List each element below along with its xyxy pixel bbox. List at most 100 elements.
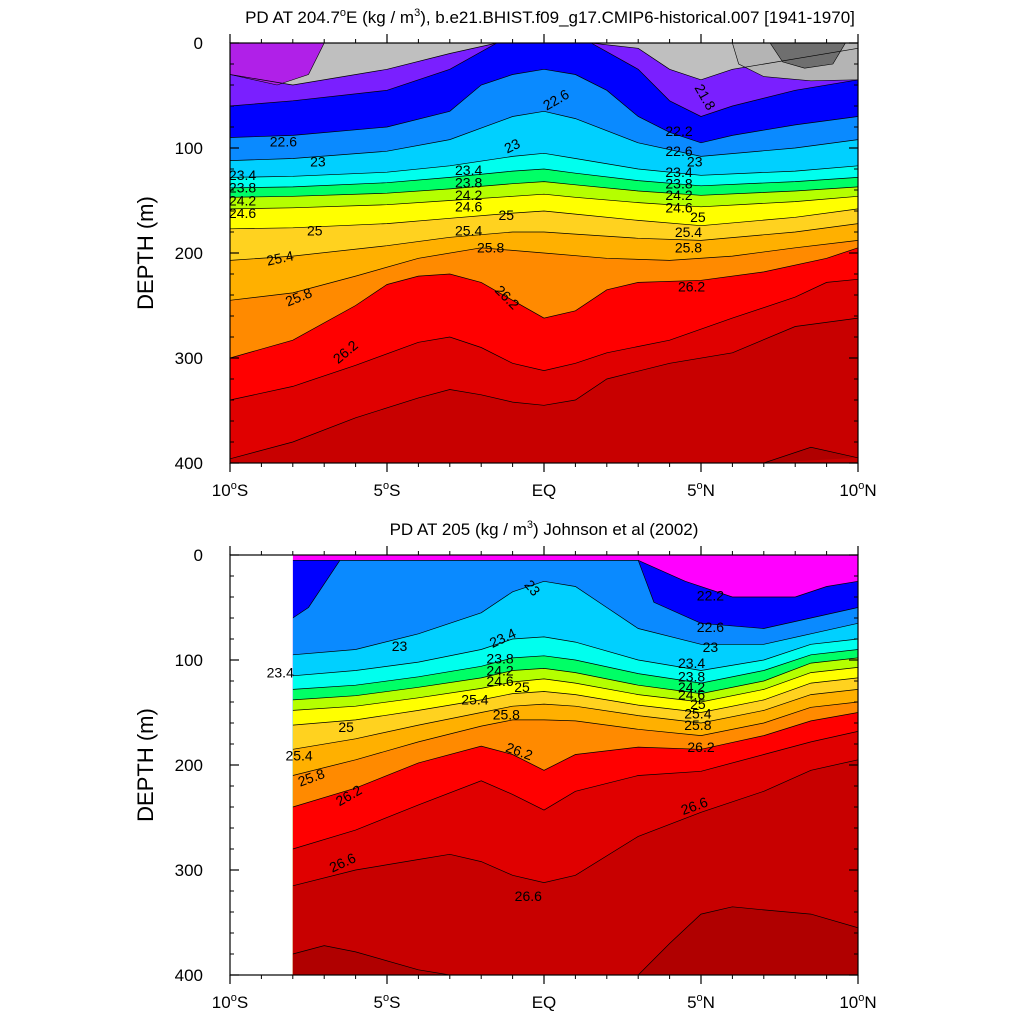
x-tick-label: 5oS [374,992,401,1012]
contour-label: 25 [307,223,323,239]
contour-line-23.4 [292,636,858,677]
contour-band-top-core [769,43,846,69]
obs-panel-title: PD AT 205 (kg / m3) Johnson et al (2002) [390,519,699,539]
contour-label: 23.8 [665,175,692,191]
contour-label: 23.4 [678,655,705,671]
contour-label: 23 [392,638,408,654]
contour-label: 23.8 [229,180,256,196]
contour-label: 23.8 [486,651,513,667]
contour-line-26.6 [230,278,858,401]
y-tick-label: 200 [175,244,203,263]
x-tick-label: 5oN [687,992,715,1012]
contour-line-22.6 [292,559,858,629]
contour-label: 23.8 [678,669,705,685]
x-tick-label: 5oN [687,480,715,500]
contour-line-24.6 [230,193,858,210]
contour-label: 23.4 [665,164,692,180]
contour-line-25 [230,208,858,230]
contour-label: 23.4 [267,664,294,680]
contour-label: 25.4 [684,705,711,721]
contour-label: 25.4 [285,747,312,763]
contour-line-26.6 [292,731,858,850]
x-tick-label: 5oS [374,480,401,500]
contour-label: 26.2 [678,278,705,294]
contour-label: 25.8 [675,240,702,256]
contour-label: 26.6 [515,888,542,904]
contour-label: 25 [499,207,515,223]
contour-label: 24.2 [486,662,513,678]
x-tick-label: 10oS [212,480,248,500]
contour-label: 24.6 [455,199,482,215]
contour-line-24.2 [230,181,858,198]
contour-label: 25.8 [477,240,504,256]
contour-label: 25.4 [265,247,295,268]
contour-label: 22.2 [665,123,692,139]
y-tick-label: 200 [175,756,203,775]
y-tick-label: 100 [175,139,203,158]
y-tick-label: 400 [175,454,203,473]
obs-contour-fills [292,555,858,975]
contour-line-25.8 [230,240,858,301]
contour-label: 23 [687,153,703,169]
contour-label: 26.2 [687,739,714,755]
contour-line-25 [292,677,858,726]
contour-line-27 [292,759,858,887]
contour-label: 24.6 [678,686,705,702]
contour-label: 24.6 [665,200,692,216]
y-tick-label: 0 [194,546,203,565]
contour-line-25.4 [292,689,858,750]
x-tick-label: 10oN [839,992,876,1012]
contour-band-27.4 [763,447,858,463]
contour-line-25.8 [292,701,858,776]
contour-line-23.4 [230,152,858,178]
contour-line-23 [230,110,858,161]
contour-line-23 [292,580,858,656]
contour-label: 24.2 [678,679,705,695]
contour-line-27.4 [763,446,858,463]
contour-label: 22.6 [665,143,692,159]
x-tick-label: 10oN [839,480,876,500]
contour-label: 23.8 [455,174,482,190]
y-tick-label: 100 [175,651,203,670]
contour-label: 24.2 [455,187,482,203]
contour-line-23.8 [292,649,858,690]
contour-line-23.8 [230,168,858,189]
contour-label: 23 [703,639,719,655]
no-data-region [230,555,293,975]
contour-label: 24.6 [486,673,513,689]
obs-axes: 0 100 200 300 400 10oS 5oS EQ 5oN 10oN [175,546,877,1012]
model-axes: 0 100 200 300 400 10oS 5oS EQ 5oN 10oN [175,34,877,500]
contour-label: 24.6 [229,205,256,221]
contour-label: 25 [690,209,706,225]
obs-panel-ylabel: DEPTH (m) [133,708,158,822]
obs-contour-lines [292,559,858,975]
contour-label: 25.4 [455,223,482,239]
contour-label: 23.4 [455,162,482,178]
x-tick-label: EQ [532,993,557,1012]
model-contour-fills [230,43,858,463]
contour-label: 22.2 [697,588,724,604]
contour-label: 24.2 [665,187,692,203]
contour-line-26.2 [292,712,858,808]
contour-line-26.2 [230,247,858,359]
contour-label: 25 [690,696,706,712]
contour-label: 22.6 [270,133,297,149]
y-tick-label: 300 [175,861,203,880]
contour-line-24.2 [292,657,858,701]
contour-line-22.2 [230,43,858,117]
y-tick-label: 400 [175,966,203,985]
contour-band-left-lens [230,43,325,86]
contour-label: 23 [502,135,523,156]
contour-label: 25 [338,719,354,735]
contour-label: 25 [514,679,530,695]
contour-label: 23.4 [229,167,256,183]
model-panel: PD AT 204.7oE (kg / m3), b.e21.BHIST.f09… [133,7,877,500]
contour-label: 24.2 [229,192,256,208]
contour-label: 25.4 [461,692,488,708]
contour-line-25.4 [230,223,858,261]
contour-line-27.4 [292,906,858,975]
obs-panel: PD AT 205 (kg / m3) Johnson et al (2002)… [133,519,877,1012]
contour-label: 25.8 [684,717,711,733]
